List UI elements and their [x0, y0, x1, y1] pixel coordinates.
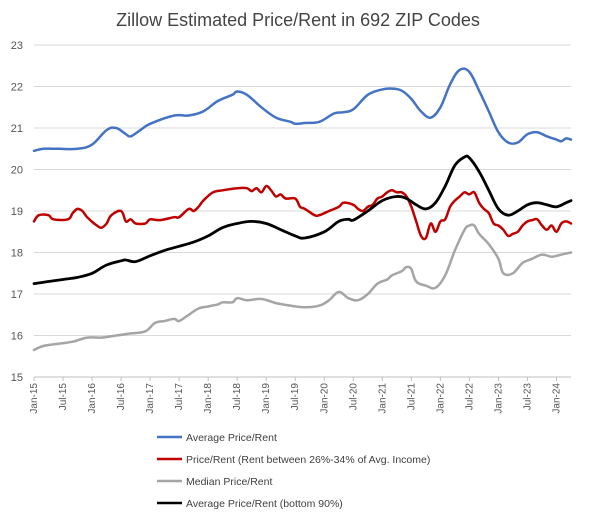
- x-tick-label: Jul-23: [522, 383, 533, 411]
- legend-label: Median Price/Rent: [186, 476, 272, 488]
- legend-item: Price/Rent (Rent between 26%-34% of Avg.…: [157, 454, 430, 466]
- y-axis-ticks: 15 16 17 18 19 20 21 22 23: [11, 40, 23, 384]
- series-line-2: [32, 223, 573, 352]
- series-line-3: [32, 154, 573, 285]
- x-tick-label: Jan-18: [203, 383, 214, 414]
- x-tick-label: Jul-15: [58, 383, 69, 411]
- x-tick-label: Jul-20: [348, 383, 359, 411]
- x-axis-ticks: Jan-15 Jul-15 Jan-16 Jul-16 Jan-17 Jul-17 Jan-…: [29, 377, 562, 414]
- x-tick-label: Jan-24: [551, 383, 562, 414]
- y-tick-label: 16: [11, 331, 23, 343]
- legend-label: Price/Rent (Rent between 26%-34% of Avg.…: [186, 454, 430, 466]
- x-tick-label: Jan-23: [493, 383, 504, 414]
- x-tick-label: Jan-17: [145, 383, 156, 414]
- x-tick-label: Jul-19: [290, 383, 301, 411]
- x-tick-label: Jul-21: [406, 383, 417, 411]
- x-tick-label: Jul-22: [464, 383, 475, 411]
- y-tick-label: 18: [11, 248, 23, 260]
- x-tick-label: Jan-22: [435, 383, 446, 414]
- x-tick-label: Jan-15: [29, 383, 40, 414]
- legend-item: Median Price/Rent: [157, 476, 272, 488]
- y-tick-label: 15: [11, 372, 23, 384]
- gridlines: [34, 44, 571, 378]
- legend-label: Average Price/Rent: [186, 432, 277, 444]
- legend: Average Price/Rent Price/Rent (Rent betwe…: [157, 432, 430, 510]
- y-tick-label: 21: [11, 123, 23, 135]
- x-tick-label: Jan-20: [319, 383, 330, 414]
- x-tick-label: Jan-19: [261, 383, 272, 414]
- y-tick-label: 22: [11, 82, 23, 94]
- x-tick-label: Jul-17: [174, 383, 185, 411]
- series-lines: [32, 67, 573, 352]
- series-line-1: [32, 184, 573, 241]
- legend-item: Average Price/Rent (bottom 90%): [157, 498, 343, 510]
- y-tick-label: 20: [11, 165, 23, 177]
- legend-label: Average Price/Rent (bottom 90%): [186, 498, 343, 510]
- chart-title: Zillow Estimated Price/Rent in 692 ZIP C…: [116, 10, 480, 30]
- y-tick-label: 23: [11, 40, 23, 52]
- x-tick-label: Jan-16: [87, 383, 98, 414]
- x-tick-label: Jul-18: [232, 383, 243, 411]
- x-tick-label: Jan-21: [377, 383, 388, 414]
- legend-item: Average Price/Rent: [157, 432, 277, 444]
- y-tick-label: 17: [11, 289, 23, 301]
- series-line-0: [32, 67, 573, 153]
- y-tick-label: 19: [11, 206, 23, 218]
- x-tick-label: Jul-16: [116, 383, 127, 411]
